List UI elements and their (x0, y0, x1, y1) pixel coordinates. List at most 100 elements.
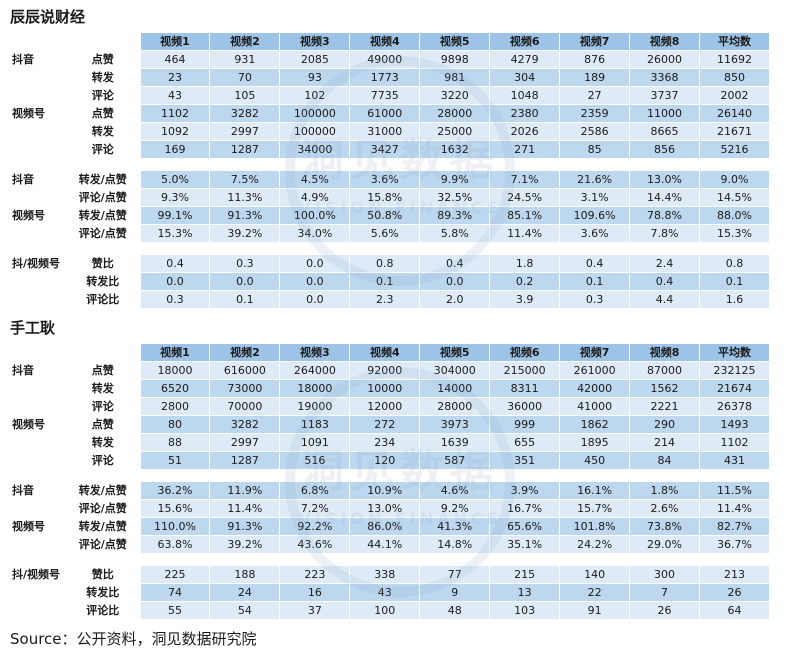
value-cell: 9.9% (419, 170, 491, 189)
value-cell: 18000 (139, 361, 211, 380)
value-cell: 120 (349, 451, 421, 470)
value-cell: 1632 (419, 140, 491, 159)
value-cell: 5.6% (349, 224, 421, 243)
value-cell: 3973 (419, 415, 491, 434)
column-header: 视频4 (349, 32, 421, 51)
table-row: 评论/点赞 15.6% 11.4% 7.2% 13.0% 9.2% 16.7% 15.7% 2.… (8, 499, 770, 518)
value-cell: 11.4% (699, 499, 770, 518)
value-cell: 49000 (349, 50, 421, 69)
table-row: 评论比 55 54 37 100 48 103 91 26 64 (8, 601, 770, 620)
row-label: 点赞 (91, 418, 114, 431)
column-header: 视频7 (559, 32, 631, 51)
row-label: 评论/点赞 (78, 227, 127, 240)
value-cell: 213 (699, 565, 770, 584)
value-cell: 77 (419, 565, 491, 584)
row-group-label: 视频号 (12, 520, 45, 533)
value-cell: 14.4% (629, 188, 700, 207)
value-cell: 1773 (349, 68, 421, 87)
value-cell: 3282 (209, 104, 281, 123)
value-cell: 3.1% (559, 188, 631, 207)
stats-table-shougonggeng: 视频1 视频2 视频3 视频4 视频5 视频6 视频7 视频8 平均数 抖音 点赞 18000 6160… (8, 343, 770, 620)
table-row: 视频号 转发/点赞 99.1% 91.3% 100.0% 50.8% 89.3% 85.1% 1… (8, 206, 770, 225)
value-cell: 1493 (699, 415, 770, 434)
value-cell: 11692 (699, 50, 770, 69)
value-cell: 42000 (559, 379, 631, 398)
value-cell: 6520 (139, 379, 211, 398)
value-cell: 616000 (209, 361, 281, 380)
value-cell: 876 (559, 50, 631, 69)
row-label: 转发 (91, 382, 114, 395)
row-label: 评论比 (86, 604, 120, 617)
value-cell: 3.9 (489, 290, 561, 309)
value-cell: 4.4 (629, 290, 700, 309)
row-label: 转发/点赞 (78, 484, 127, 497)
value-cell: 34000 (279, 140, 351, 159)
value-cell: 34.0% (279, 224, 351, 243)
value-cell: 0.0 (279, 272, 351, 291)
value-cell: 10000 (349, 379, 421, 398)
value-cell: 24.2% (559, 535, 631, 554)
value-cell: 0.1 (559, 272, 631, 291)
value-cell: 21.6% (559, 170, 631, 189)
value-cell: 0.0 (209, 272, 281, 291)
table-row: 抖/视频号 赞比 225 188 223 338 77 215 140 300 213 (8, 565, 770, 584)
value-cell: 13.0% (349, 499, 421, 518)
row-group-label (8, 69, 66, 87)
table-wrap: 视频1 视频2 视频3 视频4 视频5 视频6 视频7 视频8 平均数 抖音 点赞 464 931 208… (8, 32, 792, 309)
value-cell: 2997 (209, 122, 281, 141)
value-cell: 223 (279, 565, 351, 584)
row-label: 赞比 (91, 257, 114, 270)
row-group-label (8, 291, 66, 309)
value-cell: 18000 (279, 379, 351, 398)
value-cell: 856 (629, 140, 700, 159)
column-header: 视频7 (559, 343, 631, 362)
header-row: 视频1 视频2 视频3 视频4 视频5 视频6 视频7 视频8 平均数 (8, 343, 770, 362)
value-cell: 1895 (559, 433, 631, 452)
value-cell: 3282 (209, 415, 281, 434)
value-cell: 981 (419, 68, 491, 87)
value-cell: 1287 (209, 140, 281, 159)
value-cell: 36000 (489, 397, 561, 416)
row-label: 点赞 (91, 107, 114, 120)
value-cell: 4.6% (419, 481, 491, 500)
value-cell: 351 (489, 451, 561, 470)
value-cell: 1183 (279, 415, 351, 434)
table-row: 视频号 转发/点赞 110.0% 91.3% 92.2% 86.0% 41.3% 65.6% 1… (8, 517, 770, 536)
table-row: 抖音 点赞 464 931 2085 49000 9898 4279 876 26000 11692 (8, 50, 770, 69)
value-cell: 0.4 (629, 272, 700, 291)
value-cell: 51 (139, 451, 211, 470)
value-cell: 16.7% (489, 499, 561, 518)
value-cell: 2002 (699, 86, 770, 105)
row-group-label (8, 225, 66, 243)
value-cell: 7.8% (629, 224, 700, 243)
value-cell: 19000 (279, 397, 351, 416)
row-label: 转发/点赞 (78, 173, 127, 186)
value-cell: 9.2% (419, 499, 491, 518)
value-cell: 11.3% (209, 188, 281, 207)
value-cell: 2.0 (419, 290, 491, 309)
row-label: 转发比 (86, 275, 120, 288)
value-cell: 78.8% (629, 206, 700, 225)
column-header: 平均数 (699, 32, 770, 51)
value-cell: 99.1% (139, 206, 211, 225)
table-row: 转发比 74 24 16 43 9 13 22 7 26 (8, 583, 770, 602)
row-label: 评论/点赞 (78, 502, 127, 515)
value-cell: 84 (629, 451, 700, 470)
value-cell: 0.3 (559, 290, 631, 309)
value-cell: 214 (629, 433, 700, 452)
value-cell: 2800 (139, 397, 211, 416)
row-group-label (8, 189, 66, 207)
row-group-label (8, 536, 66, 554)
value-cell: 1287 (209, 451, 281, 470)
value-cell: 109.6% (559, 206, 631, 225)
value-cell: 169 (139, 140, 211, 159)
value-cell: 61000 (349, 104, 421, 123)
row-group-label (8, 123, 66, 141)
value-cell: 63.8% (139, 535, 211, 554)
section-chenchen: 辰辰说财经 视频1 视频2 视频3 视频4 视频5 视频6 视频7 视频8 平均数 抖音 点赞 464… (8, 8, 792, 309)
row-group-label (8, 398, 66, 416)
value-cell: 2026 (489, 122, 561, 141)
separator-row (8, 158, 770, 171)
table-row: 转发比 0.0 0.0 0.0 0.1 0.0 0.2 0.1 0.4 0.1 (8, 272, 770, 291)
